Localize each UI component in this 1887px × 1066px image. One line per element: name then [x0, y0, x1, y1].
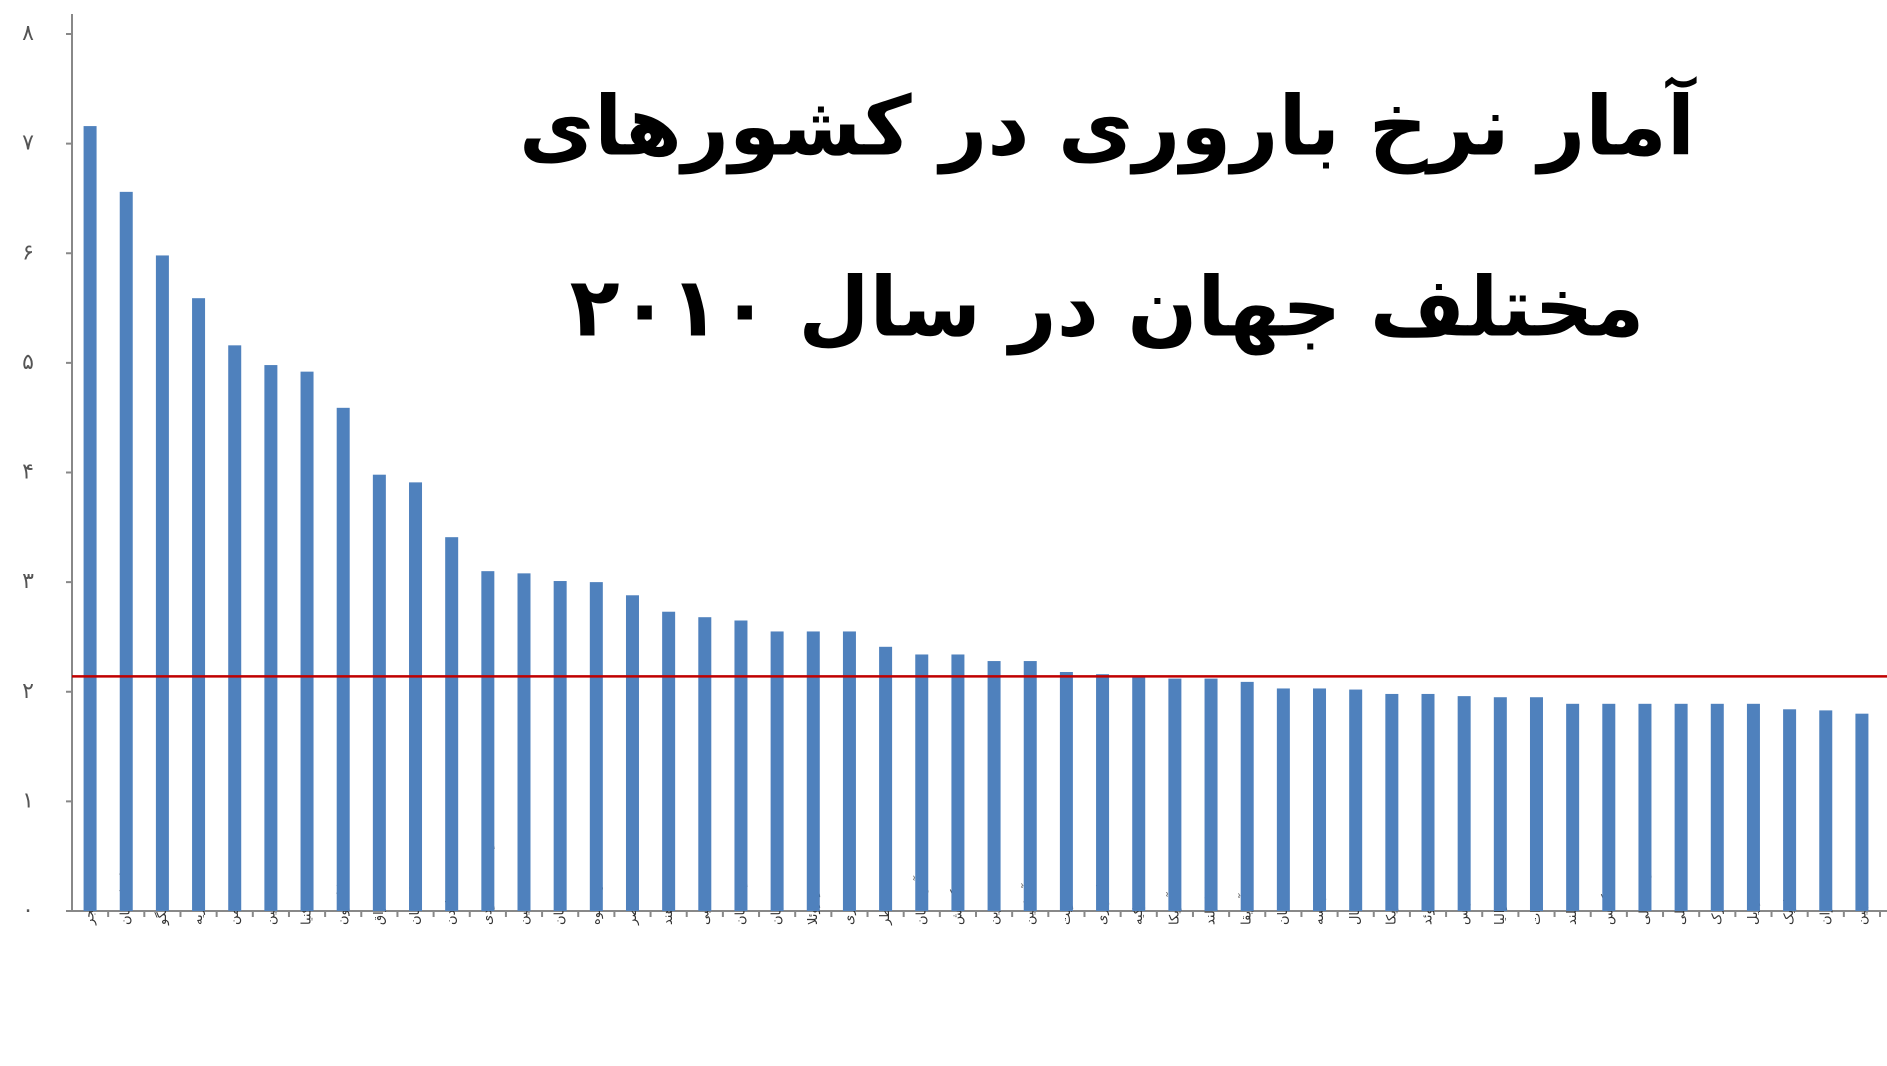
- bar: [625, 595, 639, 911]
- bar: [1710, 703, 1724, 911]
- bar: [1023, 661, 1037, 911]
- bar: [264, 365, 278, 911]
- bar: [409, 482, 423, 911]
- bar: [83, 126, 97, 911]
- bar: [372, 474, 386, 911]
- bar: [553, 581, 567, 911]
- bar: [1059, 672, 1073, 911]
- bar: [1746, 703, 1760, 911]
- bar: [1204, 678, 1218, 911]
- bar: [698, 617, 712, 911]
- y-tick-label: ۲: [22, 679, 34, 704]
- bar: [481, 571, 495, 911]
- bar: [228, 345, 242, 912]
- bar: [445, 537, 459, 911]
- bar: [517, 573, 531, 911]
- bar: [770, 631, 784, 911]
- bar: [1566, 703, 1580, 911]
- bar: [806, 631, 820, 911]
- bar: [842, 631, 856, 911]
- bar: [915, 654, 929, 911]
- bar: [192, 298, 206, 911]
- bar: [662, 611, 676, 911]
- y-tick-label: ۷: [22, 131, 34, 156]
- bar: [1819, 710, 1833, 911]
- bar: [734, 620, 748, 911]
- y-tick-label: ۵: [22, 350, 34, 375]
- bar: [1385, 693, 1399, 911]
- bar: [1602, 703, 1616, 911]
- y-tick-label: ۴: [22, 460, 34, 485]
- chart-title: آمار نرخ باروری در کشورهای: [519, 75, 1697, 175]
- bar: [879, 646, 893, 911]
- bar: [1457, 696, 1471, 911]
- bar: [589, 582, 603, 911]
- bar: [1096, 674, 1110, 911]
- bar: [300, 371, 314, 911]
- x-tick-label: هند: [661, 907, 676, 925]
- bar: [1132, 676, 1146, 911]
- bar: [119, 191, 133, 912]
- bar: [951, 654, 965, 911]
- bar: [1240, 681, 1254, 911]
- y-tick-label: ۸: [22, 21, 34, 46]
- bar: [1855, 713, 1869, 911]
- bar: [1313, 688, 1327, 911]
- bar: [1674, 703, 1688, 911]
- bar: [1168, 678, 1182, 911]
- chart-title: مختلف جهان در سال ۲۰۱۰: [570, 260, 1645, 355]
- y-tick-label: ۰: [22, 898, 34, 923]
- bar: [1349, 689, 1363, 911]
- bar: [1421, 693, 1435, 911]
- y-tick-label: ۱: [22, 788, 34, 813]
- y-tick-label: ۳: [22, 569, 34, 594]
- bar: [336, 407, 350, 911]
- bar: [1493, 697, 1507, 911]
- bar: [1529, 697, 1543, 911]
- bar: [987, 661, 1001, 911]
- bar: [155, 255, 169, 911]
- bar: [1638, 703, 1652, 911]
- bar: [1783, 709, 1797, 911]
- bar: [1276, 688, 1290, 911]
- y-tick-label: ۶: [22, 240, 34, 265]
